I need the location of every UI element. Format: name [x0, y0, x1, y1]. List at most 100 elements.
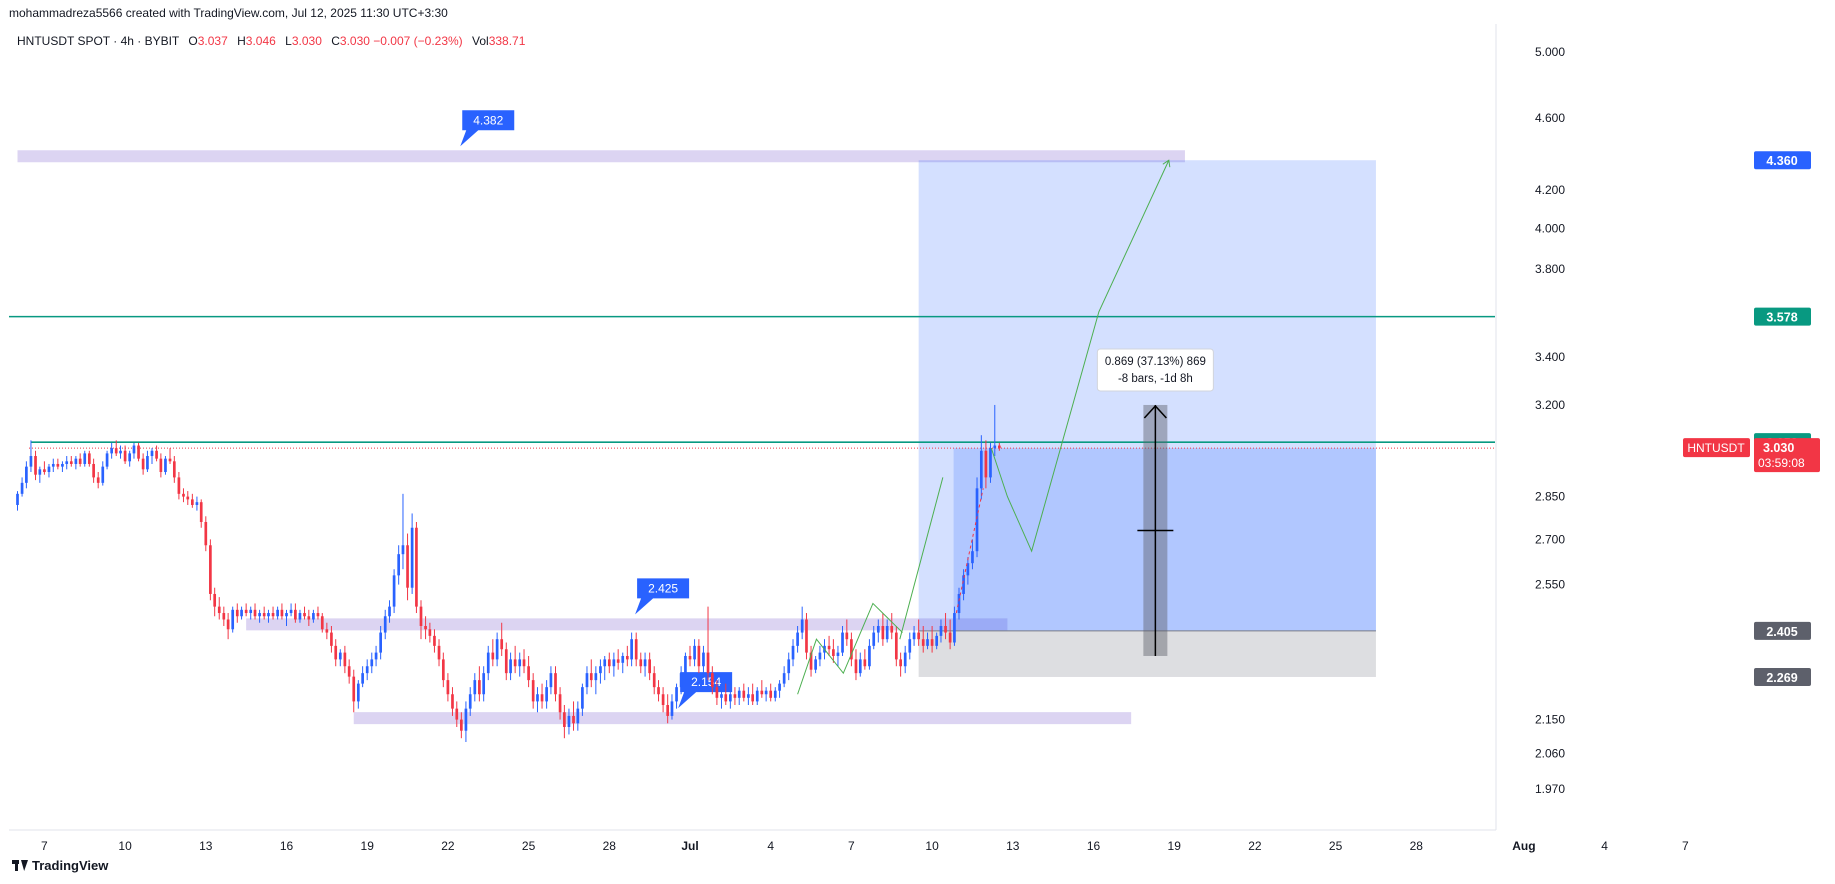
candle: [83, 450, 87, 467]
candle-body: [56, 463, 60, 467]
candle-body: [773, 690, 777, 698]
candle: [29, 440, 33, 473]
candle: [903, 645, 907, 674]
candle-body: [182, 493, 185, 497]
y-tick-label: 4.600: [1535, 111, 1565, 125]
candle: [572, 701, 575, 731]
zone-2154-callout: 2.154: [678, 672, 733, 709]
candle-body: [742, 690, 746, 698]
projection-arrow: [1162, 159, 1171, 168]
candle: [253, 603, 257, 620]
close-value: 3.030: [339, 34, 370, 48]
candle-body: [105, 453, 109, 467]
candle-body: [347, 666, 351, 677]
candle: [881, 613, 885, 646]
x-tick-label: 22: [1248, 839, 1262, 853]
candle-body: [567, 715, 571, 727]
candle-body: [675, 687, 678, 702]
candle: [334, 639, 338, 667]
candle: [563, 705, 566, 739]
candle: [720, 687, 723, 709]
candle: [666, 694, 670, 724]
candle-body: [589, 673, 593, 681]
candle-body: [962, 575, 965, 594]
candle: [383, 609, 387, 640]
candle: [468, 687, 472, 716]
candle-body: [751, 694, 755, 702]
candle-body: [737, 690, 741, 698]
candle: [280, 603, 284, 620]
candle: [805, 613, 808, 660]
x-tick-label: 19: [1168, 839, 1182, 853]
candle-body: [177, 477, 181, 494]
candle: [589, 659, 593, 688]
candle-body: [554, 673, 557, 695]
candle-body: [527, 666, 530, 681]
candle: [845, 619, 849, 646]
candle-body: [262, 613, 266, 617]
candle: [69, 456, 73, 467]
candle-body: [747, 694, 750, 698]
candle-body: [186, 496, 190, 500]
x-tick-label: Jul: [681, 839, 698, 853]
candle: [930, 626, 934, 653]
candle-body: [944, 626, 947, 633]
candle: [962, 569, 965, 601]
target-tag-bg: [1754, 151, 1811, 170]
candle-body: [710, 673, 714, 688]
x-tick-label: 4: [1601, 839, 1608, 853]
candle: [271, 606, 275, 620]
candle-body: [195, 502, 199, 505]
candle: [984, 440, 988, 489]
candle: [688, 645, 692, 667]
candle: [733, 687, 737, 706]
vol-label: Vol: [472, 34, 489, 48]
candle-body: [150, 450, 154, 457]
candle-body: [406, 545, 409, 588]
tradingview-brand[interactable]: TradingView: [12, 858, 108, 873]
candle-body: [545, 687, 548, 702]
callout-shape: [460, 110, 515, 147]
candle-body: [379, 632, 382, 653]
candle: [473, 673, 477, 702]
candle-body: [549, 673, 553, 688]
candle: [787, 652, 791, 681]
candle-body: [684, 655, 687, 674]
candle: [863, 649, 867, 670]
candle-body: [890, 626, 894, 633]
candle: [679, 666, 683, 695]
x-tick-label: 28: [1410, 839, 1424, 853]
candle-body: [410, 527, 414, 588]
candle-body: [92, 463, 95, 478]
candle: [146, 450, 149, 473]
symbol-line[interactable]: HNTUSDT SPOT · 4h · BYBIT: [17, 34, 180, 48]
candle-body: [661, 694, 665, 706]
candle-body: [74, 458, 78, 464]
candle: [545, 680, 548, 709]
candle-body: [294, 609, 297, 620]
candle-body: [697, 645, 701, 667]
candle: [926, 632, 929, 650]
candle-body: [51, 463, 55, 467]
candle-body: [594, 673, 598, 681]
candle: [616, 649, 620, 670]
candle: [43, 461, 46, 475]
candle: [917, 619, 920, 646]
candle: [114, 440, 118, 457]
x-tick-label: 10: [118, 839, 132, 853]
resistance-upper-tag-bg: [1754, 307, 1811, 326]
candle: [773, 687, 777, 702]
candle: [509, 652, 512, 681]
candle-body: [953, 613, 956, 643]
candle: [885, 619, 889, 643]
candle: [702, 645, 705, 674]
candle: [38, 466, 42, 483]
y-tick-label: 2.060: [1535, 746, 1565, 760]
y-tick-label: 3.800: [1535, 262, 1565, 276]
candle: [549, 666, 553, 695]
candle: [240, 606, 243, 620]
candle-body: [401, 545, 405, 555]
candle-body: [912, 632, 916, 640]
candle: [352, 669, 356, 713]
